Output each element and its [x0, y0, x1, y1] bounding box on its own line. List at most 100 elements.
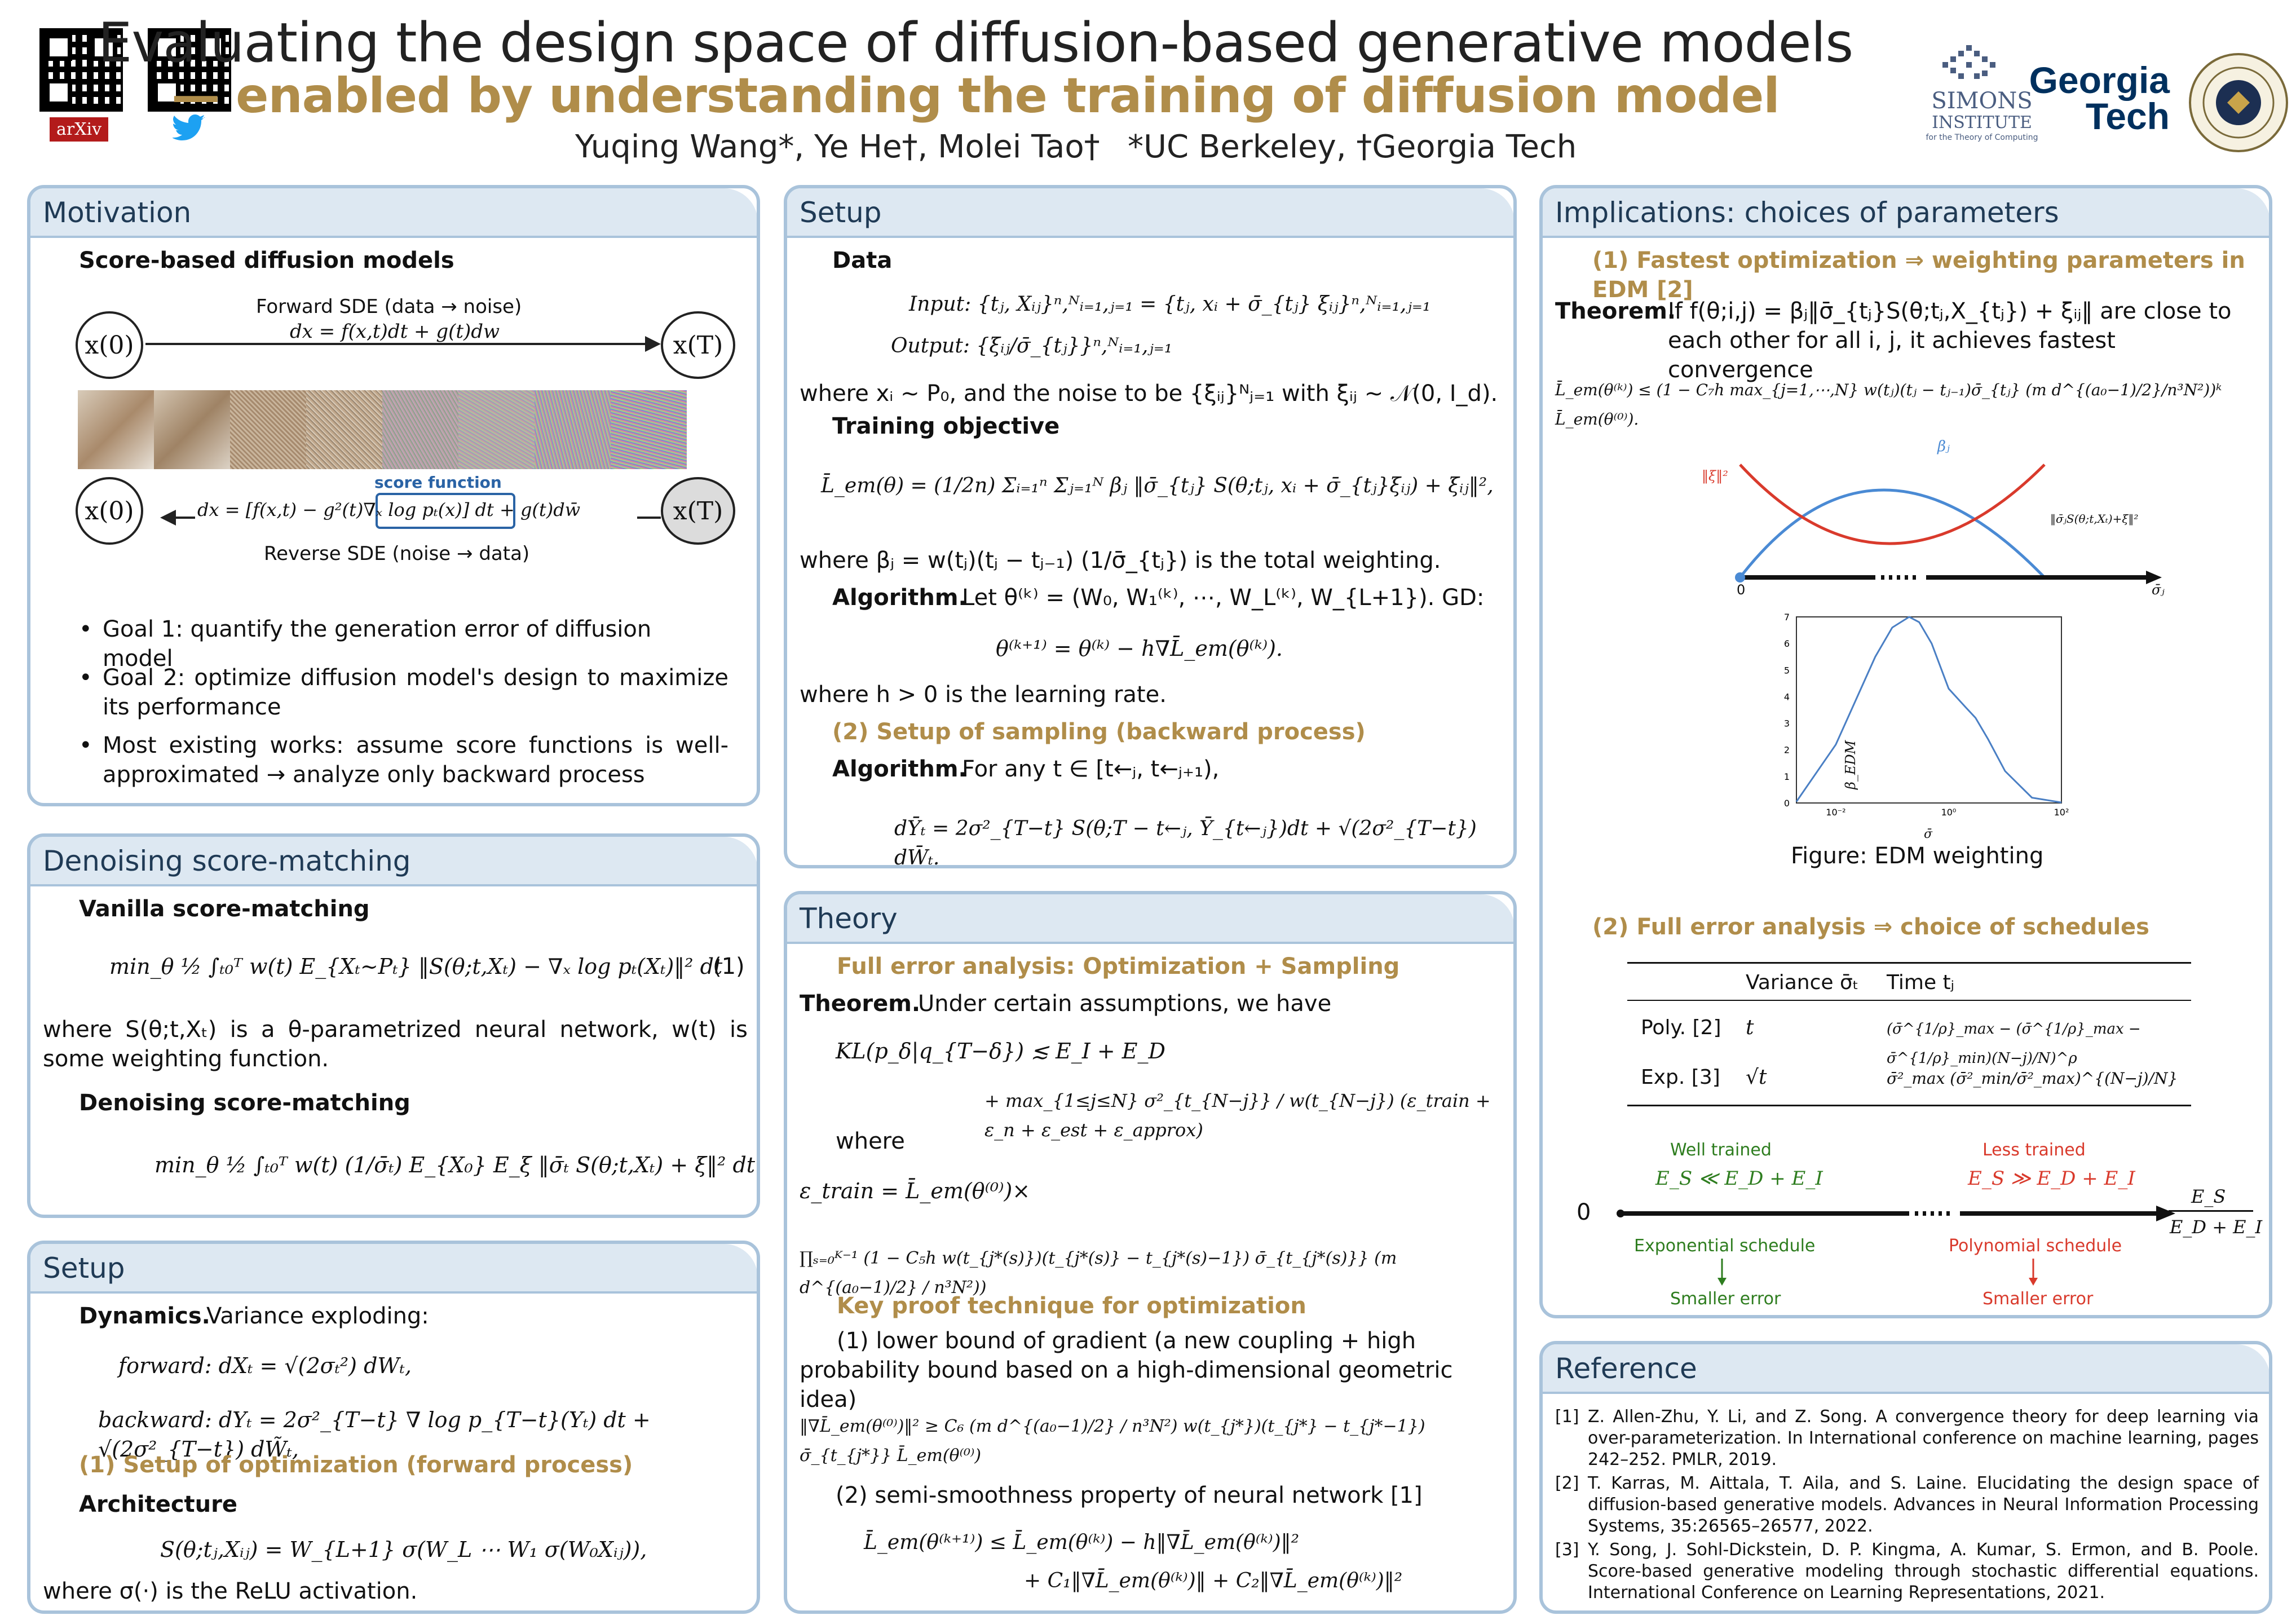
- dynamics-text: Variance exploding:: [206, 1303, 429, 1329]
- forward-arrow: [145, 343, 653, 345]
- setup-left-panel: Setup Dynamics. Variance exploding: forw…: [27, 1241, 760, 1614]
- x-tick-label-1: 10⁰: [1941, 807, 1957, 818]
- axis-numerator: E_S: [2191, 1186, 2226, 1207]
- fastest-optimization-heading: (1) Fastest optimization ⇒ weighting par…: [1592, 248, 2245, 303]
- chart-frame: [1796, 616, 2062, 804]
- semi-smoothness-text: (2) semi-smoothness property of neural n…: [836, 1482, 1423, 1508]
- x-tick-label-2: 10²: [2054, 807, 2069, 818]
- table-exp-variance: √t: [1746, 1066, 1767, 1089]
- smaller-error-red: Smaller error: [1982, 1289, 2094, 1309]
- y-tick-label-2: 2: [1784, 745, 1790, 756]
- loss-equation: L̄_em(θ) = (1/2n) Σᵢ₌₁ⁿ Σⱼ₌₁ᴺ βⱼ ‖σ̄_{tⱼ…: [821, 474, 1494, 497]
- reverse-sde-label: Reverse SDE (noise → data): [264, 542, 530, 565]
- learning-rate-note: where h > 0 is the learning rate.: [800, 682, 1167, 708]
- network-description: where S(θ;t,Xₜ) is a θ-parametrized neur…: [43, 1017, 748, 1072]
- gd-equation: θ⁽ᵏ⁺¹⁾ = θ⁽ᵏ⁾ − h∇L̄_em(θ⁽ᵏ⁾).: [996, 636, 1283, 661]
- georgia-tech-seal-icon: [2188, 52, 2289, 156]
- vanilla-heading: Vanilla score-matching: [79, 896, 370, 922]
- georgia-tech-logo: Georgia Tech: [2029, 59, 2170, 137]
- origin-point: [1735, 572, 1745, 582]
- forward-arrowhead-icon: [645, 336, 661, 352]
- implications-theorem-text: If f(θ;i,j) = βⱼ‖σ̄_{tⱼ}S(θ;tⱼ,X_{tⱼ}) +…: [1668, 298, 2232, 383]
- beta-curve: [1739, 488, 2046, 579]
- lower-bound-text: (1) lower bound of gradient (a new coupl…: [800, 1328, 1453, 1413]
- input-equation: Input: {tⱼ, Xᵢⱼ}ⁿ,ᴺᵢ₌₁,ⱼ₌₁ = {tⱼ, xᵢ + σ…: [909, 293, 1431, 316]
- kl-bound-continued: + max_{1≤j≤N} σ²_{t_{N−j}} / w(t_{N−j}) …: [984, 1090, 1491, 1141]
- node-xT-reverse: x(T): [661, 477, 735, 545]
- algorithm2-text: For any t ∈ [t←ⱼ, t←ⱼ₊₁),: [962, 756, 1220, 782]
- convergence-rate: L̄_em(θ⁽ᵏ⁾) ≤ (1 − C₇h max_{j=1,⋯,N} w(t…: [1555, 381, 2222, 429]
- reference-2-num: [2]: [1555, 1473, 1579, 1493]
- affiliations: *UC Berkeley, †Georgia Tech: [1128, 129, 1577, 165]
- less-trained-label: Less trained: [1982, 1140, 2086, 1160]
- product-bound: ∏ₛ₌₀ᴷ⁻¹ (1 − C₅h w(t_{j*(s)})(t_{j*(s)} …: [800, 1248, 1397, 1298]
- optimization-setup-heading: (1) Setup of optimization (forward proce…: [79, 1452, 633, 1478]
- reference-panel: Reference [1] Z. Allen-Zhu, Y. Li, and Z…: [1539, 1341, 2272, 1614]
- poster-title: Evaluating the design space of diffusion…: [98, 11, 1854, 74]
- where-label: where: [836, 1128, 905, 1154]
- forward-sde-equation: dx = f(x,t)dt + g(t)dw: [290, 320, 500, 343]
- train-error: ε_train = L̄_em(θ⁽⁰⁾)×: [800, 1179, 1031, 1203]
- y-tick-label-6: 6: [1784, 638, 1790, 649]
- edm-weighting-chart: 0 1 2 3 4 5 6 7 10⁻² 10⁰ 10²: [1784, 612, 2069, 818]
- weighting-sketch: [1735, 464, 2162, 584]
- chart-xlabel: σ̄: [1924, 827, 1933, 841]
- training-heading: Training objective: [832, 413, 1060, 439]
- well-trained-eq: E_S ≪ E_D + E_I: [1655, 1167, 1823, 1190]
- table-exp-time: σ̄²_max (σ̄²_min/σ̄²_max)^{(N−j)/N}: [1887, 1069, 2178, 1088]
- backward-dynamics: backward: dYₜ = 2σ²_{T−t} ∇ log p_{T−t}(…: [98, 1407, 651, 1462]
- table-poly-variance: t: [1746, 1016, 1754, 1039]
- semi-smoothness-eq2: + C₁‖∇L̄_em(θ⁽ᵏ⁾)‖ + C₂‖∇L̄_em(θ⁽ᵏ⁾)‖²: [1024, 1569, 1403, 1592]
- reference-title: Reference: [1555, 1352, 1697, 1385]
- figure-caption: Figure: EDM weighting: [1791, 843, 2044, 869]
- arxiv-qr-code[interactable]: [39, 28, 123, 112]
- algorithm-text: Let θ⁽ᵏ⁾ = (W₀, W₁⁽ᵏ⁾, ⋯, W_L⁽ᵏ⁾, W_{L+1…: [962, 585, 1485, 611]
- motivation-title: Motivation: [43, 196, 192, 229]
- setup-mid-title: Setup: [800, 196, 882, 229]
- authors: Yuqing Wang*, Ye He†, Molei Tao†: [575, 129, 1100, 165]
- sketch-sigma: σ̄ⱼ: [2152, 582, 2165, 598]
- smaller-error-green: Smaller error: [1670, 1289, 1781, 1309]
- dsm-equation: min_θ ½ ∫ₜ₀ᵀ w(t) (1/σ̄ₜ) E_{X₀} E_ξ ‖σ̄…: [154, 1153, 756, 1177]
- table-header-variance: Variance σ̄ₜ: [1746, 971, 1859, 994]
- setup-left-title: Setup: [43, 1252, 125, 1285]
- motivation-heading: Score-based diffusion models: [79, 248, 454, 273]
- reference-3-text[interactable]: Y. Song, J. Sohl-Dickstein, D. P. Kingma…: [1588, 1540, 2259, 1603]
- twitter-qr-code[interactable]: [148, 28, 231, 112]
- arxiv-logo[interactable]: arXiv: [50, 117, 109, 142]
- implications-panel: Implications: choices of parameters (1) …: [1539, 185, 2272, 1318]
- sketch-zero: 0: [1737, 582, 1746, 598]
- poster-subtitle: — enabled by understanding the training …: [171, 68, 1780, 124]
- chart-ylabel: β_EDM: [1843, 740, 1858, 789]
- motivation-panel: Motivation Score-based diffusion models …: [27, 185, 760, 806]
- down-arrow-green-icon: [1716, 1259, 1728, 1289]
- reference-3-num: [3]: [1555, 1540, 1579, 1560]
- score-function-box: [376, 493, 515, 529]
- vanilla-equation: min_θ ½ ∫ₜ₀ᵀ w(t) E_{Xₜ∼Pₜ} ‖S(θ;t,Xₜ) −…: [109, 954, 723, 979]
- axis-denominator: E_D + E_I: [2170, 1216, 2263, 1238]
- noise-description: where xᵢ ∼ P₀, and the noise to be {ξᵢⱼ}…: [800, 381, 1498, 407]
- dsm-panel: Denoising score-matching Vanilla score-m…: [27, 833, 760, 1218]
- table-poly-time: (σ̄^{1/ρ}_max − (σ̄^{1/ρ}_max − σ̄^{1/ρ}…: [1887, 1021, 2141, 1067]
- data-heading: Data: [832, 248, 893, 273]
- sketch-beta-label: βⱼ: [1937, 438, 1950, 455]
- gradient-lower-bound: ‖∇L̄_em(θ⁽⁰⁾)‖² ≥ C₆ (m d^{(a₀−1)/2} / n…: [800, 1416, 1425, 1466]
- goal-1: Goal 1: quantify the generation error of…: [79, 615, 728, 673]
- error-ratio-axis: [1617, 1206, 2175, 1221]
- node-xT-forward: x(T): [661, 311, 735, 379]
- reverse-sde-equation: dx = [f(x,t) − g²(t)∇ₓ log pₜ(x)] dt + g…: [197, 499, 581, 520]
- dynamics-label: Dynamics.: [79, 1303, 210, 1329]
- beta-description: where βⱼ = w(tⱼ)(tⱼ − tⱼ₋₁) (1/σ̄_{tⱼ}) …: [800, 548, 1441, 573]
- theorem-text: Under certain assumptions, we have: [918, 991, 1332, 1017]
- twitter-bird-icon[interactable]: [172, 114, 206, 144]
- reference-2-text[interactable]: T. Karras, M. Aittala, T. Aila, and S. L…: [1588, 1473, 2259, 1536]
- setup-mid-panel: Setup Data Input: {tⱼ, Xᵢⱼ}ⁿ,ᴺᵢ₌₁,ⱼ₌₁ = …: [784, 185, 1517, 868]
- forward-sde-label: Forward SDE (data → noise): [256, 295, 522, 318]
- down-arrow-red-icon: [2028, 1259, 2039, 1289]
- sampling-heading: (2) Setup of sampling (backward process): [832, 719, 1366, 745]
- reference-1-text[interactable]: Z. Allen-Zhu, Y. Li, and Z. Song. A conv…: [1588, 1407, 2259, 1469]
- goal-3: Most existing works: assume score functi…: [79, 731, 728, 789]
- implications-title: Implications: choices of parameters: [1555, 196, 2059, 229]
- architecture-heading: Architecture: [79, 1491, 237, 1517]
- semi-smoothness-eq1: L̄_em(θ⁽ᵏ⁺¹⁾) ≤ L̄_em(θ⁽ᵏ⁾) − h‖∇L̄_em(θ…: [864, 1531, 1300, 1554]
